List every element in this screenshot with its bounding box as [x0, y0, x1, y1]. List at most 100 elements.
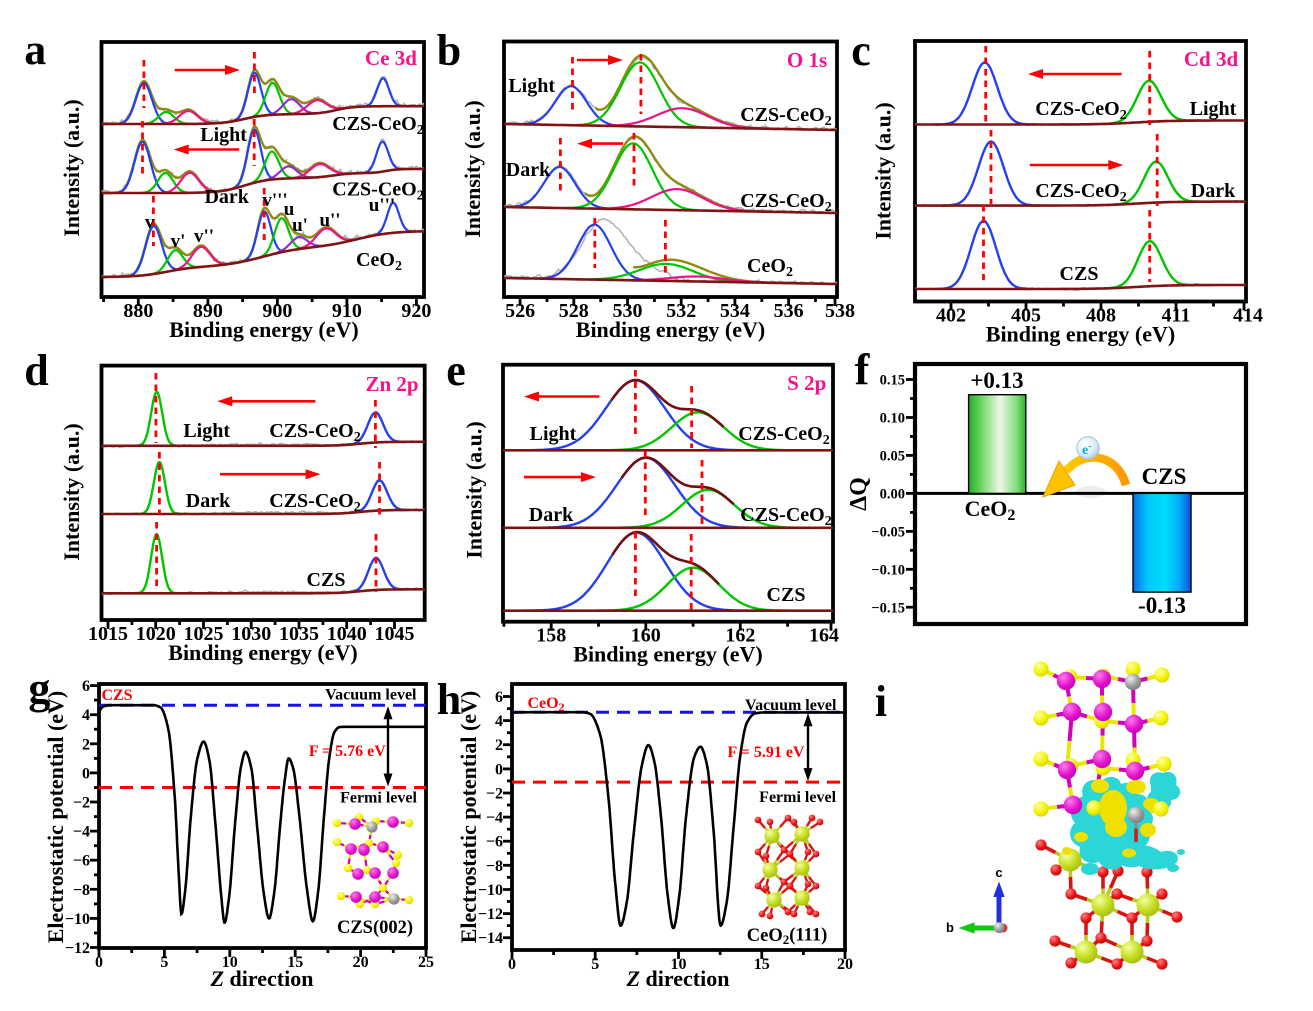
- svg-text:4: 4: [495, 713, 503, 730]
- svg-text:−2: −2: [486, 785, 503, 802]
- svg-text:−4: −4: [73, 824, 90, 841]
- svg-text:Dark: Dark: [186, 490, 231, 512]
- svg-text:Fermi level: Fermi level: [759, 789, 836, 806]
- svg-text:−6: −6: [486, 834, 503, 851]
- svg-text:4: 4: [82, 707, 90, 724]
- svg-text:532: 532: [666, 300, 696, 322]
- svg-text:0.00: 0.00: [880, 486, 905, 502]
- svg-text:CZS-CeO2: CZS-CeO2: [740, 104, 831, 129]
- svg-text:−10: −10: [65, 911, 90, 928]
- svg-text:0: 0: [82, 765, 90, 782]
- svg-text:F = 5.91 eV: F = 5.91 eV: [728, 744, 805, 761]
- svg-text:Intensity (a.u.): Intensity (a.u.): [59, 423, 84, 561]
- svg-text:Dark: Dark: [506, 159, 551, 181]
- svg-text:0: 0: [508, 956, 516, 973]
- svg-text:Zn 2p: Zn 2p: [365, 372, 418, 396]
- svg-text:1015: 1015: [88, 623, 128, 645]
- svg-text:Light: Light: [1190, 98, 1237, 120]
- svg-text:S 2p: S 2p: [787, 371, 826, 395]
- svg-text:1030: 1030: [231, 623, 271, 645]
- svg-text:u': u': [292, 215, 308, 236]
- svg-text:530: 530: [613, 300, 643, 322]
- svg-text:0.05: 0.05: [880, 448, 905, 464]
- svg-text:e-: e-: [1082, 441, 1092, 458]
- svg-text:b: b: [946, 920, 954, 935]
- svg-text:528: 528: [559, 300, 589, 322]
- svg-text:u''': u''': [369, 195, 395, 216]
- svg-text:F = 5.76 eV: F = 5.76 eV: [309, 743, 386, 760]
- svg-text:0: 0: [495, 761, 503, 778]
- svg-text:160: 160: [631, 625, 661, 647]
- svg-text:Binding energy (eV): Binding energy (eV): [168, 640, 357, 665]
- svg-text:Electrostatic potential (eV): Electrostatic potential (eV): [456, 691, 481, 944]
- svg-text:u'': u'': [319, 210, 340, 231]
- svg-text:CeO2: CeO2: [527, 695, 564, 714]
- svg-text:910: 910: [332, 300, 362, 322]
- svg-text:CZS-CeO2: CZS-CeO2: [740, 190, 831, 215]
- svg-text:2: 2: [495, 737, 503, 754]
- svg-text:v': v': [171, 231, 186, 252]
- svg-text:u: u: [284, 199, 295, 220]
- svg-text:0: 0: [95, 954, 103, 971]
- svg-text:CeO2: CeO2: [965, 496, 1016, 524]
- svg-text:Light: Light: [508, 75, 555, 97]
- svg-text:−4: −4: [486, 810, 503, 827]
- svg-text:2: 2: [82, 736, 90, 753]
- svg-text:Light: Light: [200, 124, 247, 146]
- svg-text:i: i: [875, 677, 887, 726]
- svg-text:v''': v''': [262, 190, 287, 211]
- svg-text:536: 536: [774, 300, 804, 322]
- svg-text:Z direction: Z direction: [626, 966, 730, 991]
- svg-text:408: 408: [1086, 305, 1116, 327]
- svg-text:O 1s: O 1s: [787, 48, 827, 72]
- svg-text:405: 405: [1011, 305, 1041, 327]
- svg-text:0.10: 0.10: [880, 411, 905, 427]
- svg-text:c: c: [995, 865, 1002, 880]
- svg-text:15: 15: [754, 956, 770, 973]
- svg-text:CZS: CZS: [767, 584, 806, 606]
- svg-text:1025: 1025: [183, 623, 223, 645]
- svg-text:v: v: [145, 212, 155, 233]
- svg-text:CZS-CeO2: CZS-CeO2: [332, 179, 423, 204]
- svg-text:Electrostatic potential (eV): Electrostatic potential (eV): [43, 691, 68, 944]
- svg-text:g: g: [28, 664, 50, 713]
- svg-text:CeO2(111): CeO2(111): [747, 926, 828, 947]
- svg-text:v'': v'': [194, 226, 214, 247]
- svg-text:890: 890: [193, 300, 223, 322]
- svg-text:−10: −10: [478, 882, 503, 899]
- svg-text:CZS: CZS: [307, 569, 346, 591]
- svg-text:Z direction: Z direction: [210, 966, 314, 991]
- svg-text:6: 6: [82, 678, 90, 695]
- svg-text:Dark: Dark: [204, 186, 249, 208]
- svg-text:b: b: [437, 26, 461, 75]
- svg-text:10: 10: [222, 954, 238, 971]
- svg-text:CZS-CeO2: CZS-CeO2: [1035, 180, 1126, 205]
- svg-text:Binding energy (eV): Binding energy (eV): [576, 317, 765, 342]
- svg-text:a: a: [24, 25, 46, 74]
- svg-text:1045: 1045: [374, 623, 414, 645]
- svg-text:Vacuum level: Vacuum level: [745, 697, 837, 714]
- svg-text:Binding energy (eV): Binding energy (eV): [573, 642, 762, 667]
- svg-text:−0.15: −0.15: [871, 600, 905, 616]
- svg-text:402: 402: [936, 305, 966, 327]
- svg-text:920: 920: [401, 300, 431, 322]
- svg-text:Cd 3d: Cd 3d: [1184, 47, 1239, 71]
- svg-text:−8: −8: [73, 882, 90, 899]
- svg-text:Fermi level: Fermi level: [340, 790, 417, 807]
- svg-text:CZS: CZS: [101, 687, 132, 704]
- svg-text:526: 526: [505, 300, 535, 322]
- svg-text:ΔQ: ΔQ: [846, 477, 872, 511]
- svg-text:CeO2: CeO2: [356, 249, 402, 274]
- svg-text:CZS-CeO2: CZS-CeO2: [740, 504, 831, 529]
- svg-text:1020: 1020: [136, 623, 176, 645]
- svg-text:Light: Light: [183, 420, 230, 442]
- svg-text:20: 20: [353, 954, 369, 971]
- svg-text:CZS-CeO2: CZS-CeO2: [738, 423, 829, 448]
- svg-text:CZS-CeO2: CZS-CeO2: [269, 490, 360, 515]
- svg-text:Dark: Dark: [529, 504, 574, 526]
- svg-text:0.15: 0.15: [880, 373, 905, 389]
- svg-text:e: e: [446, 346, 466, 395]
- svg-text:880: 880: [123, 300, 153, 322]
- svg-text:CZS-CeO2: CZS-CeO2: [269, 420, 360, 445]
- svg-text:−0.05: −0.05: [871, 524, 905, 540]
